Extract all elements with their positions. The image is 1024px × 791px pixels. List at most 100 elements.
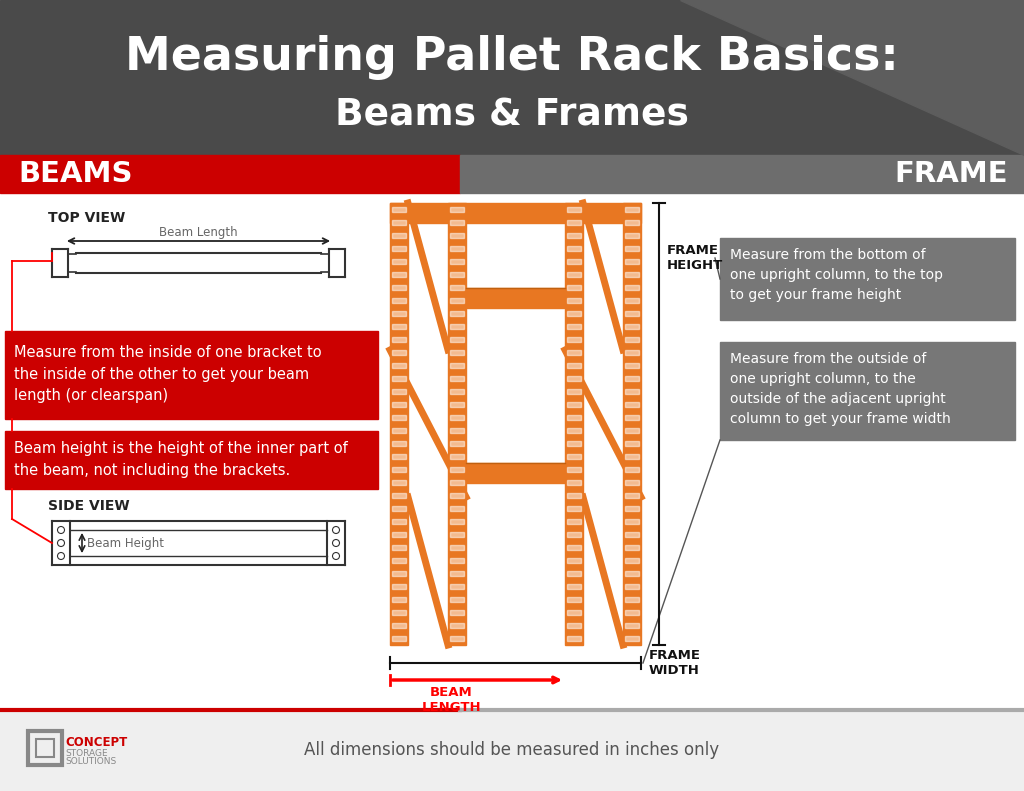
Bar [625, 311, 639, 316]
Bar [625, 207, 639, 212]
Bar [392, 376, 406, 381]
Bar [450, 636, 464, 641]
Bar [392, 545, 406, 550]
Bar [567, 350, 581, 355]
Bar [450, 207, 464, 212]
Text: Beam Length: Beam Length [159, 226, 238, 239]
Text: SIDE VIEW: SIDE VIEW [48, 499, 130, 513]
Text: Measuring Pallet Rack Basics:: Measuring Pallet Rack Basics: [125, 36, 899, 81]
Bar [625, 506, 639, 511]
Bar [0, 155, 460, 193]
Text: Measure from the bottom of
one upright column, to the top
to get your frame heig: Measure from the bottom of one upright c… [730, 248, 943, 302]
Bar [567, 259, 581, 264]
Bar [390, 203, 408, 645]
Bar [450, 519, 464, 524]
Bar [392, 272, 406, 277]
Bar [392, 207, 406, 212]
Bar [392, 623, 406, 628]
Bar [625, 441, 639, 446]
Bar [567, 610, 581, 615]
Bar [450, 571, 464, 576]
Text: FRAME
HEIGHT: FRAME HEIGHT [667, 244, 723, 272]
Bar [450, 285, 464, 290]
Bar [450, 415, 464, 420]
Bar [625, 415, 639, 420]
Bar [567, 415, 581, 420]
Bar [450, 233, 464, 238]
Text: Beam height is the height of the inner part of
the beam, not including the brack: Beam height is the height of the inner p… [14, 441, 348, 478]
Bar [392, 298, 406, 303]
Bar [567, 454, 581, 459]
Bar [450, 597, 464, 602]
Bar [625, 428, 639, 433]
Bar [450, 220, 464, 225]
Bar [567, 324, 581, 329]
Bar [392, 402, 406, 407]
Bar [392, 350, 406, 355]
Bar [0, 710, 1024, 791]
Bar [625, 584, 639, 589]
Bar [392, 220, 406, 225]
Bar [450, 493, 464, 498]
Bar [466, 463, 565, 483]
Circle shape [333, 527, 340, 533]
Bar [625, 220, 639, 225]
Bar [625, 610, 639, 615]
Bar [625, 558, 639, 563]
Bar [625, 337, 639, 342]
Bar [450, 558, 464, 563]
Bar [450, 428, 464, 433]
Bar [450, 480, 464, 485]
Bar [392, 389, 406, 394]
Bar [567, 545, 581, 550]
Bar [625, 350, 639, 355]
Circle shape [57, 552, 65, 559]
Text: Beam Height: Beam Height [87, 536, 164, 550]
Bar [625, 467, 639, 472]
Bar [392, 571, 406, 576]
Bar [567, 402, 581, 407]
Bar [450, 337, 464, 342]
Bar [625, 597, 639, 602]
Circle shape [333, 539, 340, 547]
Bar [567, 285, 581, 290]
Bar [392, 597, 406, 602]
Bar [392, 558, 406, 563]
Polygon shape [680, 0, 1024, 155]
Bar [450, 623, 464, 628]
Bar [625, 519, 639, 524]
Bar [567, 597, 581, 602]
Bar [450, 246, 464, 251]
Bar [567, 298, 581, 303]
Text: SOLUTIONS: SOLUTIONS [65, 758, 117, 766]
Text: FRAME
WIDTH: FRAME WIDTH [649, 649, 701, 677]
Bar [625, 233, 639, 238]
Bar [450, 610, 464, 615]
Bar [392, 363, 406, 368]
Bar [450, 584, 464, 589]
Bar [567, 363, 581, 368]
Bar [392, 415, 406, 420]
Bar [450, 441, 464, 446]
Bar [625, 272, 639, 277]
Bar [625, 480, 639, 485]
Bar [567, 272, 581, 277]
Bar [625, 324, 639, 329]
Bar [392, 532, 406, 537]
Bar [392, 246, 406, 251]
Bar [567, 506, 581, 511]
Bar [5, 331, 378, 419]
Bar [625, 298, 639, 303]
Bar [392, 584, 406, 589]
Bar [392, 259, 406, 264]
Bar [392, 337, 406, 342]
Bar [567, 584, 581, 589]
Bar [625, 389, 639, 394]
Bar [625, 454, 639, 459]
Bar [567, 623, 581, 628]
Bar [450, 389, 464, 394]
Bar [567, 337, 581, 342]
Bar [625, 259, 639, 264]
Bar [625, 246, 639, 251]
Bar [450, 298, 464, 303]
